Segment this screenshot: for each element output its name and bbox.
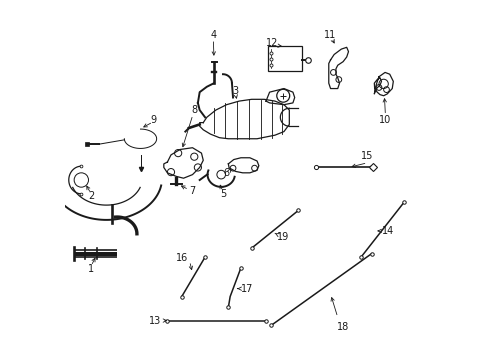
Text: 12: 12	[266, 38, 278, 48]
Text: 4: 4	[210, 30, 216, 40]
Text: 7: 7	[189, 186, 195, 196]
Text: 10: 10	[379, 115, 391, 125]
Text: 6: 6	[223, 168, 229, 178]
Text: 14: 14	[381, 226, 393, 236]
Text: 2: 2	[88, 191, 94, 201]
Text: 13: 13	[149, 316, 161, 325]
Text: 8: 8	[191, 105, 197, 115]
Text: 18: 18	[336, 322, 348, 332]
FancyBboxPatch shape	[267, 46, 301, 71]
Text: 5: 5	[220, 189, 225, 199]
Text: 9: 9	[150, 115, 156, 125]
Text: 19: 19	[276, 232, 288, 242]
Text: 17: 17	[241, 284, 253, 294]
Text: 11: 11	[323, 30, 335, 40]
Text: 1: 1	[88, 264, 94, 274]
Text: 15: 15	[361, 151, 373, 161]
Text: 16: 16	[175, 253, 187, 263]
Text: 3: 3	[232, 86, 238, 96]
